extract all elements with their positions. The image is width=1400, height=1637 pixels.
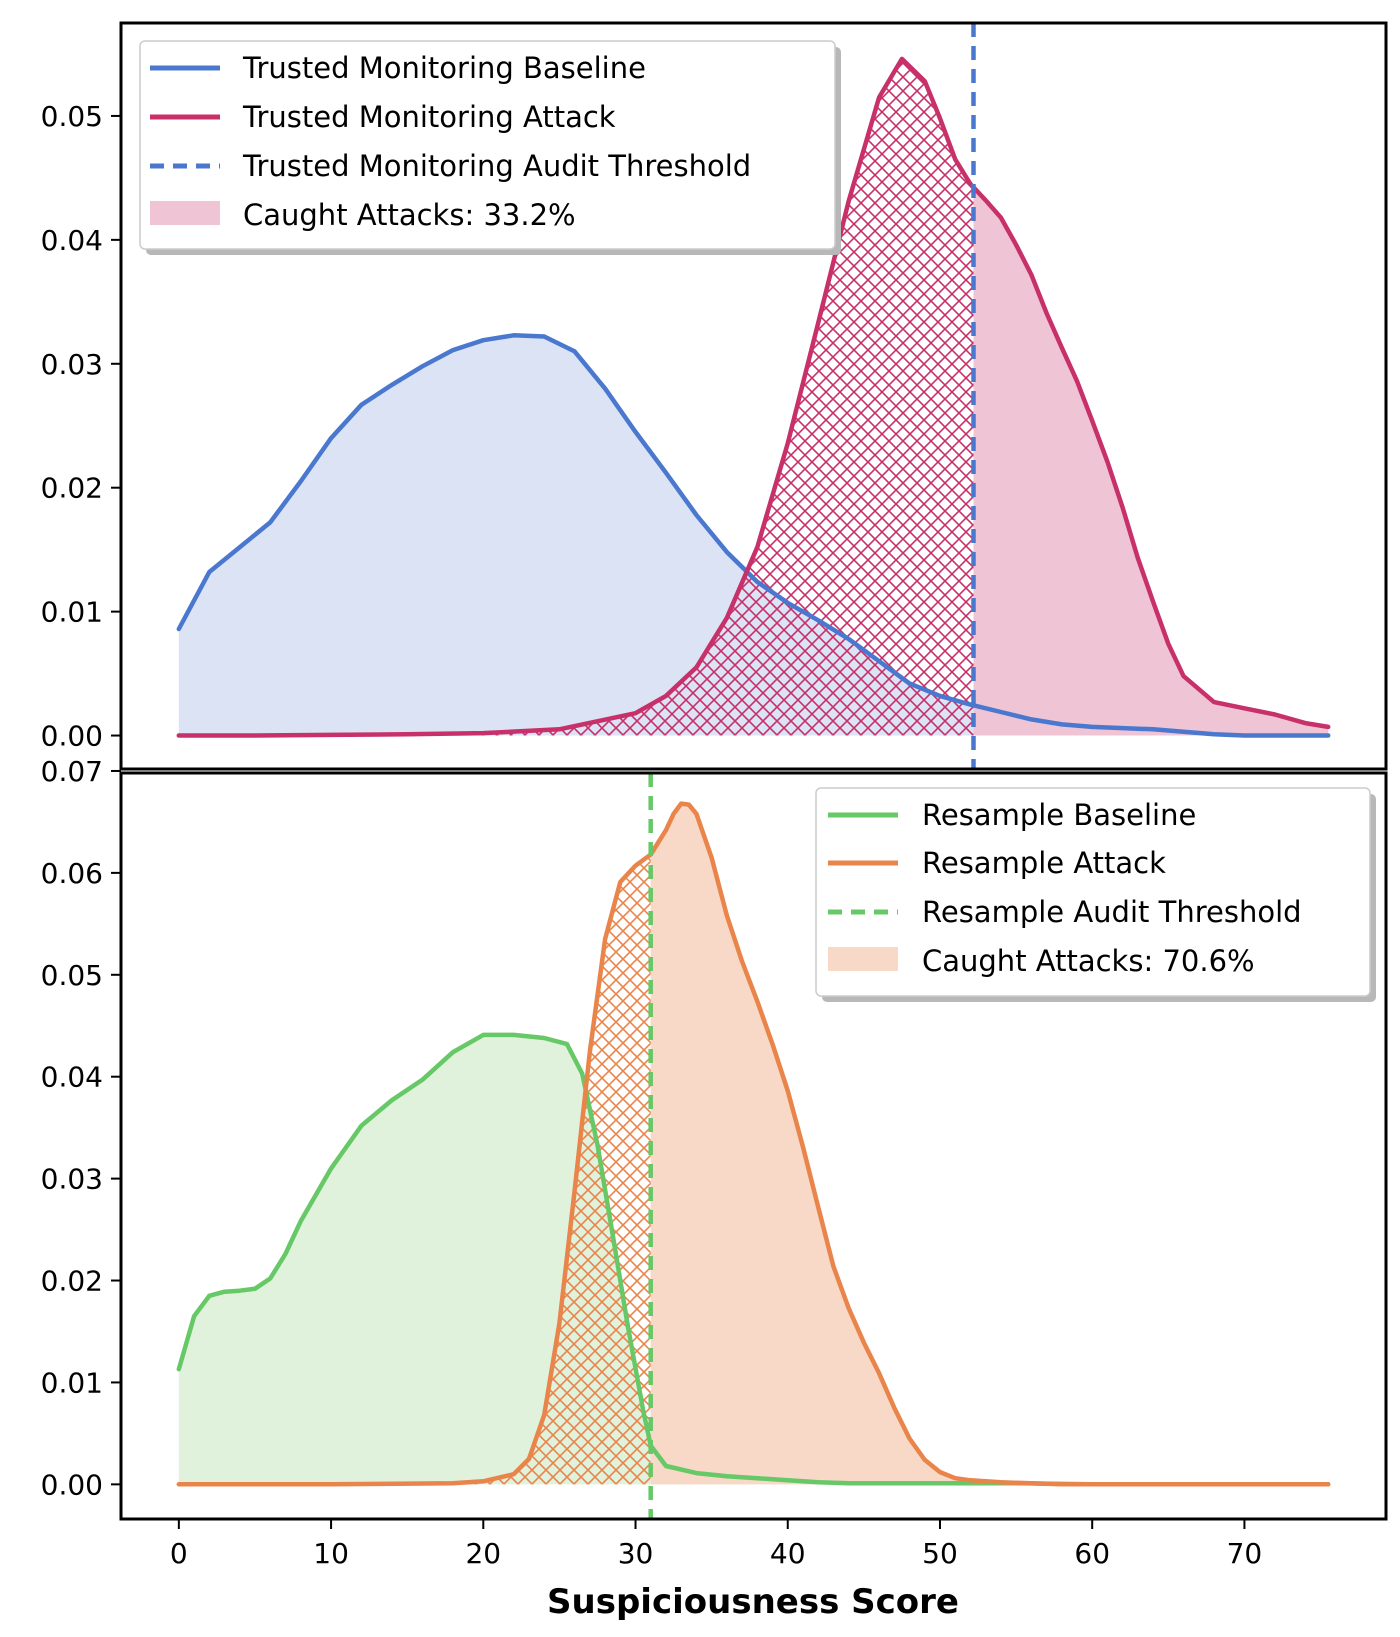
bottom-y-axis: 0.00 0.01 0.02 0.03 0.04 0.05 0.06 0.07 xyxy=(41,755,121,1501)
bottom-baseline-area xyxy=(178,1034,1329,1485)
bottom-y-tick-label: 0.05 xyxy=(41,959,103,992)
bottom-y-tick-label: 0.06 xyxy=(41,857,103,890)
legend-label-trusted-caught: Caught Attacks: 33.2% xyxy=(243,198,576,232)
bottom-y-tick-label: 0.01 xyxy=(41,1366,103,1399)
bottom-y-tick-label: 0.07 xyxy=(41,755,103,788)
bottom-axes-frame xyxy=(119,771,1388,1521)
x-tick-label: 40 xyxy=(770,1537,806,1570)
legend-label-trusted-attack: Trusted Monitoring Attack xyxy=(242,100,616,134)
legend-label-resample-baseline: Resample Baseline xyxy=(922,798,1196,832)
legend-label-trusted-threshold: Trusted Monitoring Audit Threshold xyxy=(242,149,751,183)
top-y-tick-label: 0.05 xyxy=(41,100,103,133)
x-tick-label: 70 xyxy=(1227,1537,1263,1570)
top-baseline-area xyxy=(178,335,1329,736)
bottom-missed-attacks-hatch xyxy=(178,854,651,1485)
bottom-panel: 0.00 0.01 0.02 0.03 0.04 0.05 0.06 0.07 0 10 20 30… xyxy=(41,755,1388,1622)
x-tick-label: 0 xyxy=(170,1537,188,1570)
legend-label-resample-caught: Caught Attacks: 70.6% xyxy=(922,944,1255,978)
top-baseline-line xyxy=(176,333,1331,738)
x-tick-label: 20 xyxy=(465,1537,501,1570)
top-y-tick-label: 0.01 xyxy=(41,596,103,629)
top-axes-frame xyxy=(119,21,1388,771)
bottom-x-axis: 0 10 20 30 40 50 60 70 xyxy=(170,1519,1262,1570)
top-attack-line xyxy=(176,56,1331,738)
legend-swatch-resample-caught xyxy=(828,947,898,971)
x-tick-label: 30 xyxy=(618,1537,654,1570)
top-caught-attacks-area xyxy=(973,187,1329,736)
bottom-y-tick-label: 0.00 xyxy=(41,1468,103,1501)
legend-swatch-trusted-caught xyxy=(150,201,220,225)
top-legend: Trusted Monitoring Baseline Trusted Moni… xyxy=(139,40,841,255)
top-panel: 0.00 0.01 0.02 0.03 0.04 0.05 Trusted Monitor… xyxy=(41,21,1388,771)
top-y-tick-label: 0.00 xyxy=(41,720,103,753)
bottom-legend: Resample Baseline Resample Attack Resamp… xyxy=(815,787,1376,1002)
top-y-tick-label: 0.02 xyxy=(41,472,103,505)
top-y-tick-label: 0.03 xyxy=(41,348,103,381)
legend-label-trusted-baseline: Trusted Monitoring Baseline xyxy=(242,51,646,85)
bottom-baseline-line xyxy=(176,1032,1331,1487)
x-tick-label: 10 xyxy=(313,1537,349,1570)
bottom-y-tick-label: 0.02 xyxy=(41,1265,103,1298)
bottom-y-tick-label: 0.03 xyxy=(41,1163,103,1196)
x-axis-title: Suspiciousness Score xyxy=(547,1582,959,1622)
bottom-caught-attacks-area xyxy=(650,803,1329,1485)
x-tick-label: 60 xyxy=(1074,1537,1110,1570)
top-y-tick-label: 0.04 xyxy=(41,224,103,257)
legend-label-resample-attack: Resample Attack xyxy=(922,846,1166,880)
bottom-y-tick-label: 0.04 xyxy=(41,1061,103,1094)
bottom-attack-line xyxy=(176,801,1331,1487)
x-tick-label: 50 xyxy=(922,1537,958,1570)
top-missed-attacks-hatch xyxy=(178,58,974,736)
legend-label-resample-threshold: Resample Audit Threshold xyxy=(922,895,1302,929)
top-y-axis: 0.00 0.01 0.02 0.03 0.04 0.05 xyxy=(41,100,121,753)
